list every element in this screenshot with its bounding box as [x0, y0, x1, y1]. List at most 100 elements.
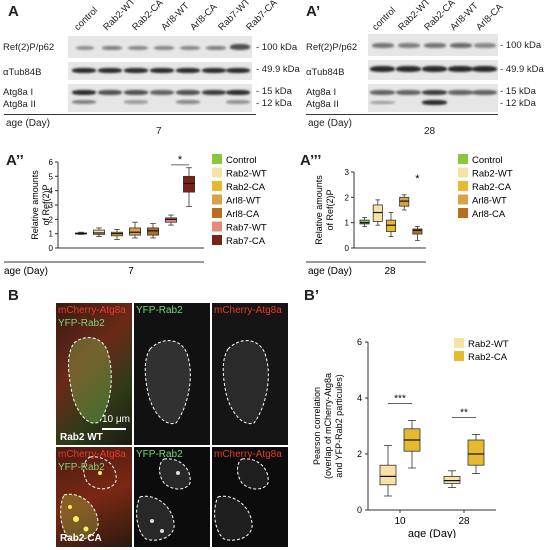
age-value: 7 [156, 126, 162, 137]
panel-a3-label: A’’’ [300, 152, 322, 169]
y-axis-label: and YFP-Rab2 particules) [334, 374, 344, 477]
micro-yfp-rab2ca [134, 447, 210, 547]
blot-a-atg8a [68, 84, 252, 112]
y-tick-label: 0 [345, 244, 350, 253]
y-axis-label: of Ref(2)P [325, 189, 335, 230]
box-body [359, 219, 370, 225]
y-tick-label: 3 [345, 168, 350, 177]
row-label-ref2p: Ref(2)P/p62 [306, 42, 358, 53]
legend-label: Rab7-CA [226, 236, 266, 247]
x-tick-label: 7 [128, 266, 134, 277]
legend-label: Arl8-CA [226, 209, 260, 220]
row-label-rab2wt: Rab2 WT [60, 432, 103, 443]
legend-label: Arl8-CA [472, 209, 506, 220]
kda-label: - 15 kDa [500, 86, 536, 97]
legend-label: Rab2-CA [468, 352, 508, 363]
y-axis-label: Pearson correlation [312, 387, 322, 465]
row-label-atg8a-ii: Atg8a II [306, 99, 339, 110]
box-body [385, 219, 397, 232]
panel-a1-label: A’ [306, 3, 321, 20]
lane-label: control [370, 5, 399, 34]
row-label-tubulin: αTub84B [3, 67, 42, 78]
blot-a1-atg8a [368, 84, 498, 112]
channel-label-mcherry: mCherry-Atg8a [58, 449, 126, 460]
significance-label: *** [394, 394, 406, 405]
blot-a1-tubulin [368, 60, 498, 80]
age-label: age (Day) [308, 118, 352, 129]
y-tick-label: 1 [345, 219, 350, 228]
legend-swatch [458, 208, 468, 218]
blot-a-tubulin [68, 62, 252, 80]
cell-outline [136, 458, 191, 541]
legend-label: Control [226, 155, 257, 166]
age-axis-line [4, 114, 256, 115]
blot-a1-ref2p [368, 34, 498, 56]
legend-swatch [212, 181, 222, 191]
panel-a-label: A [8, 3, 19, 20]
legend-swatch [458, 194, 468, 205]
legend-label: Rab2-WT [468, 339, 509, 350]
micro-merge-rab2ca [56, 447, 132, 547]
legend-swatch [458, 154, 468, 164]
legend-swatch [212, 221, 222, 232]
age-value: 28 [424, 126, 436, 137]
legend-swatch [212, 194, 222, 205]
y-tick-label: 0 [49, 244, 54, 253]
x-tick-label: 28 [458, 516, 470, 527]
y-tick-label: 2 [345, 193, 350, 202]
kda-label: - 100 kDa [500, 40, 542, 51]
y-tick-label: 4 [49, 187, 54, 196]
box-body [399, 196, 410, 207]
channel-label-yfp: YFP-Rab2 [136, 305, 183, 316]
box-body [147, 227, 159, 236]
y-tick-label: 2 [357, 449, 362, 459]
box-body [129, 227, 141, 236]
y-tick-label: 1 [49, 230, 54, 239]
channel-label-mcherry: mCherry-Atg8a [214, 305, 282, 316]
age-axis-line [306, 114, 498, 115]
significance-label: * [415, 173, 420, 185]
box-body [93, 229, 105, 235]
lane-label: Arl8-CA [188, 1, 220, 34]
x-tick-label: 28 [384, 266, 396, 277]
box-body [467, 439, 485, 466]
blot-a-ref2p [68, 36, 252, 58]
kda-label: - 12 kDa [256, 98, 292, 109]
age-label: age (Day) [6, 118, 50, 129]
micro-mcherry-rab2wt [212, 303, 288, 445]
legend-swatch [458, 167, 468, 178]
scale-bar [102, 428, 126, 430]
box-body [372, 204, 383, 222]
y-tick-label: 4 [357, 393, 362, 403]
panel-b-label: B [8, 287, 19, 304]
row-label-ref2p: Ref(2)P/p62 [3, 42, 55, 53]
box-body [443, 475, 461, 484]
legend-label: Arl8-WT [472, 196, 507, 207]
kda-label: - 49.9 kDa [500, 64, 544, 75]
cell-outline [222, 340, 269, 425]
row-label-rab2ca: Rab2 CA [60, 533, 102, 544]
micro-mcherry-rab2ca [212, 447, 288, 547]
legend-swatch [212, 235, 222, 245]
chart-a3: 0 1 2 3 Relative amounts of Ref(2)P * age (Day)… [306, 154, 513, 277]
y-tick-label: 3 [49, 201, 54, 210]
scale-bar-label: 10 μm [102, 414, 130, 425]
y-axis-label: (overlap of mCherry-Atg8a [323, 373, 333, 479]
kda-label: - 12 kDa [500, 98, 536, 109]
legend-swatch [212, 154, 222, 164]
x-axis-label: age (Day) [308, 266, 352, 277]
channel-label-yfp: YFP-Rab2 [58, 462, 105, 473]
panel-b1-label: B’ [304, 287, 319, 304]
legend-label: Rab2-CA [226, 182, 266, 193]
channel-label-yfp: YFP-Rab2 [136, 449, 183, 460]
x-axis-label: age (Day) [408, 528, 456, 538]
channel-label-yfp: YFP-Rab2 [58, 318, 105, 329]
legend-swatch [454, 338, 464, 348]
legend-label: Control [472, 155, 503, 166]
kda-label: - 100 kDa [256, 42, 298, 53]
micro-yfp-rab2wt [134, 303, 210, 445]
box-body [379, 464, 397, 486]
cell-outline [60, 456, 117, 541]
box-body [183, 175, 195, 193]
legend-label: Rab2-CA [472, 182, 512, 193]
